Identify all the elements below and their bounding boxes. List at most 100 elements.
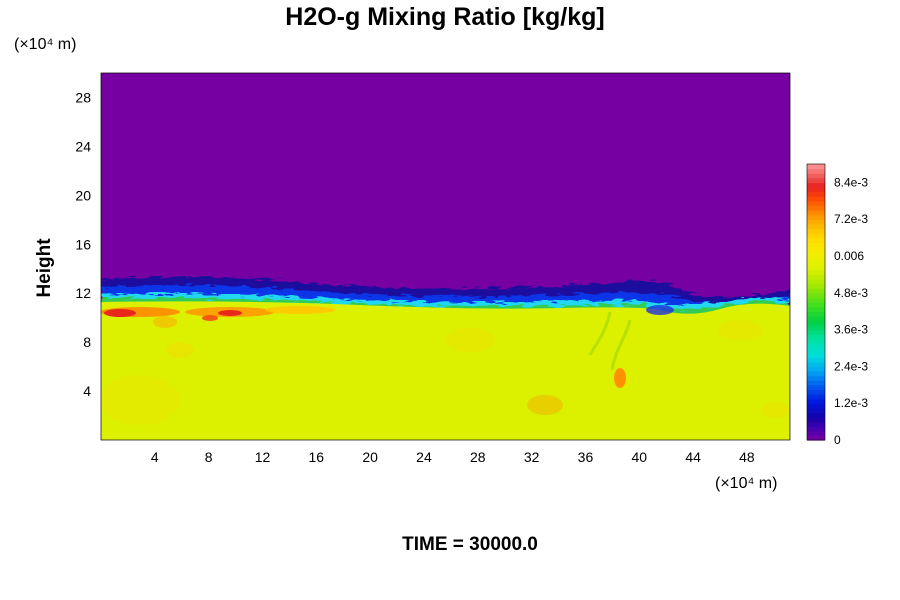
x-tick-label: 20 <box>362 449 378 465</box>
colorbar-segment <box>807 366 825 372</box>
colorbar-segment <box>807 246 825 252</box>
y-tick-label: 12 <box>75 285 91 301</box>
colorbar-segment <box>807 260 825 266</box>
patch <box>761 402 789 418</box>
moist-features <box>101 305 789 425</box>
colorbar-segment <box>807 371 825 377</box>
chart-title: H2O-g Mixing Ratio [kg/kg] <box>285 3 604 31</box>
x-tick-label: 40 <box>631 449 647 465</box>
x-tick-label: 4 <box>151 449 159 465</box>
x-tick-label: 12 <box>255 449 271 465</box>
patch <box>527 395 563 415</box>
y-tick-label: 20 <box>75 187 91 203</box>
colorbar-segment <box>807 210 825 216</box>
colorbar-segment <box>807 279 825 285</box>
colorbar-segment <box>807 177 825 183</box>
y-axis-ticks: 4 8 12 16 20 24 28 <box>75 89 91 399</box>
patch <box>265 306 335 314</box>
colorbar-segment <box>807 315 825 321</box>
colorbar-segment <box>807 256 825 262</box>
colorbar-segment <box>807 306 825 312</box>
colorbar-tick-label: 2.4e-3 <box>834 359 868 373</box>
colorbar-segment <box>807 394 825 400</box>
x-tick-label: 44 <box>685 449 701 465</box>
colorbar-segment <box>807 384 825 390</box>
colorbar-segment <box>807 361 825 367</box>
x-tick-label: 32 <box>524 449 540 465</box>
colorbar-segment <box>807 375 825 381</box>
patch <box>153 316 177 328</box>
colorbar-segment <box>807 357 825 363</box>
patch <box>104 309 136 317</box>
colorbar-tick-label: 4.8e-3 <box>834 286 868 300</box>
colorbar-frame <box>806 163 826 441</box>
patch <box>202 315 218 321</box>
colorbar-tick-label: 3.6e-3 <box>834 323 868 337</box>
y-unit-label: (×10⁴ m) <box>14 36 76 53</box>
colorbar-tick-label: 1.2e-3 <box>834 396 868 410</box>
patch <box>718 320 762 340</box>
x-tick-label: 36 <box>578 449 594 465</box>
x-tick-label: 8 <box>205 449 213 465</box>
colorbar-segment <box>807 191 825 197</box>
y-tick-label: 24 <box>75 138 91 154</box>
green-streak <box>588 311 632 371</box>
colorbar-segment <box>807 311 825 317</box>
colorbar-segment <box>807 265 825 271</box>
patch <box>166 342 194 358</box>
colorbar-segment <box>807 412 825 418</box>
colorbar-tick-label: 7.2e-3 <box>834 212 868 226</box>
colorbar-tick-labels: 0 1.2e-3 2.4e-3 3.6e-3 4.8e-3 0.006 7.2e-3 8.4e… <box>834 175 868 447</box>
colorbar-segment <box>807 426 825 432</box>
y-tick-label: 16 <box>75 236 91 252</box>
colorbar-segment <box>807 343 825 349</box>
patch <box>101 375 180 425</box>
colorbar-segment <box>807 251 825 257</box>
patch <box>445 328 495 352</box>
colorbar-segment <box>807 196 825 202</box>
colorbar-segment <box>807 168 825 174</box>
colorbar-segment <box>807 352 825 358</box>
colorbar-segment <box>807 187 825 193</box>
colorbar-segment <box>807 219 825 225</box>
time-label: TIME = 30000.0 <box>402 534 538 555</box>
colorbar-segment <box>807 283 825 289</box>
colorbar-segment <box>807 407 825 413</box>
colorbar-segment <box>807 348 825 354</box>
colorbar-segment <box>807 205 825 211</box>
colorbar-segment <box>807 242 825 248</box>
patch <box>614 368 626 388</box>
plot-frame <box>100 72 791 441</box>
lower-moist-layer <box>101 301 790 440</box>
colorbar-segment <box>807 288 825 294</box>
colorbar-segment <box>807 380 825 386</box>
colorbar-tick-label: 8.4e-3 <box>834 175 868 189</box>
colorbar-segment <box>807 292 825 298</box>
x-tick-label: 28 <box>470 449 486 465</box>
colorbar-tick-label: 0 <box>834 433 841 447</box>
patch <box>218 310 242 316</box>
x-tick-label: 24 <box>416 449 432 465</box>
colorbar-segment <box>807 237 825 243</box>
colorbar-segment <box>807 430 825 436</box>
colorbar-tick-label: 0.006 <box>834 249 864 263</box>
colorbar-segment <box>807 338 825 344</box>
x-tick-label: 16 <box>309 449 325 465</box>
x-axis-ticks: 4 8 12 16 20 24 28 32 36 40 44 48 <box>151 449 755 465</box>
colorbar-segment <box>807 297 825 303</box>
x-unit-label: (×10⁴ m) <box>715 475 777 492</box>
colorbar-segment <box>807 435 825 441</box>
colorbar-segment <box>807 182 825 188</box>
colorbar-segment <box>807 269 825 275</box>
colorbar-segment <box>807 274 825 280</box>
colorbar-segment <box>807 302 825 308</box>
y-tick-label: 8 <box>83 334 91 350</box>
colorbar-segment <box>807 329 825 335</box>
colorbar-segment <box>807 164 825 170</box>
colorbar-segment <box>807 417 825 423</box>
colorbar-segment <box>807 320 825 326</box>
colorbar-segment <box>807 325 825 331</box>
y-tick-label: 4 <box>83 383 91 399</box>
colorbar-segment <box>807 228 825 234</box>
